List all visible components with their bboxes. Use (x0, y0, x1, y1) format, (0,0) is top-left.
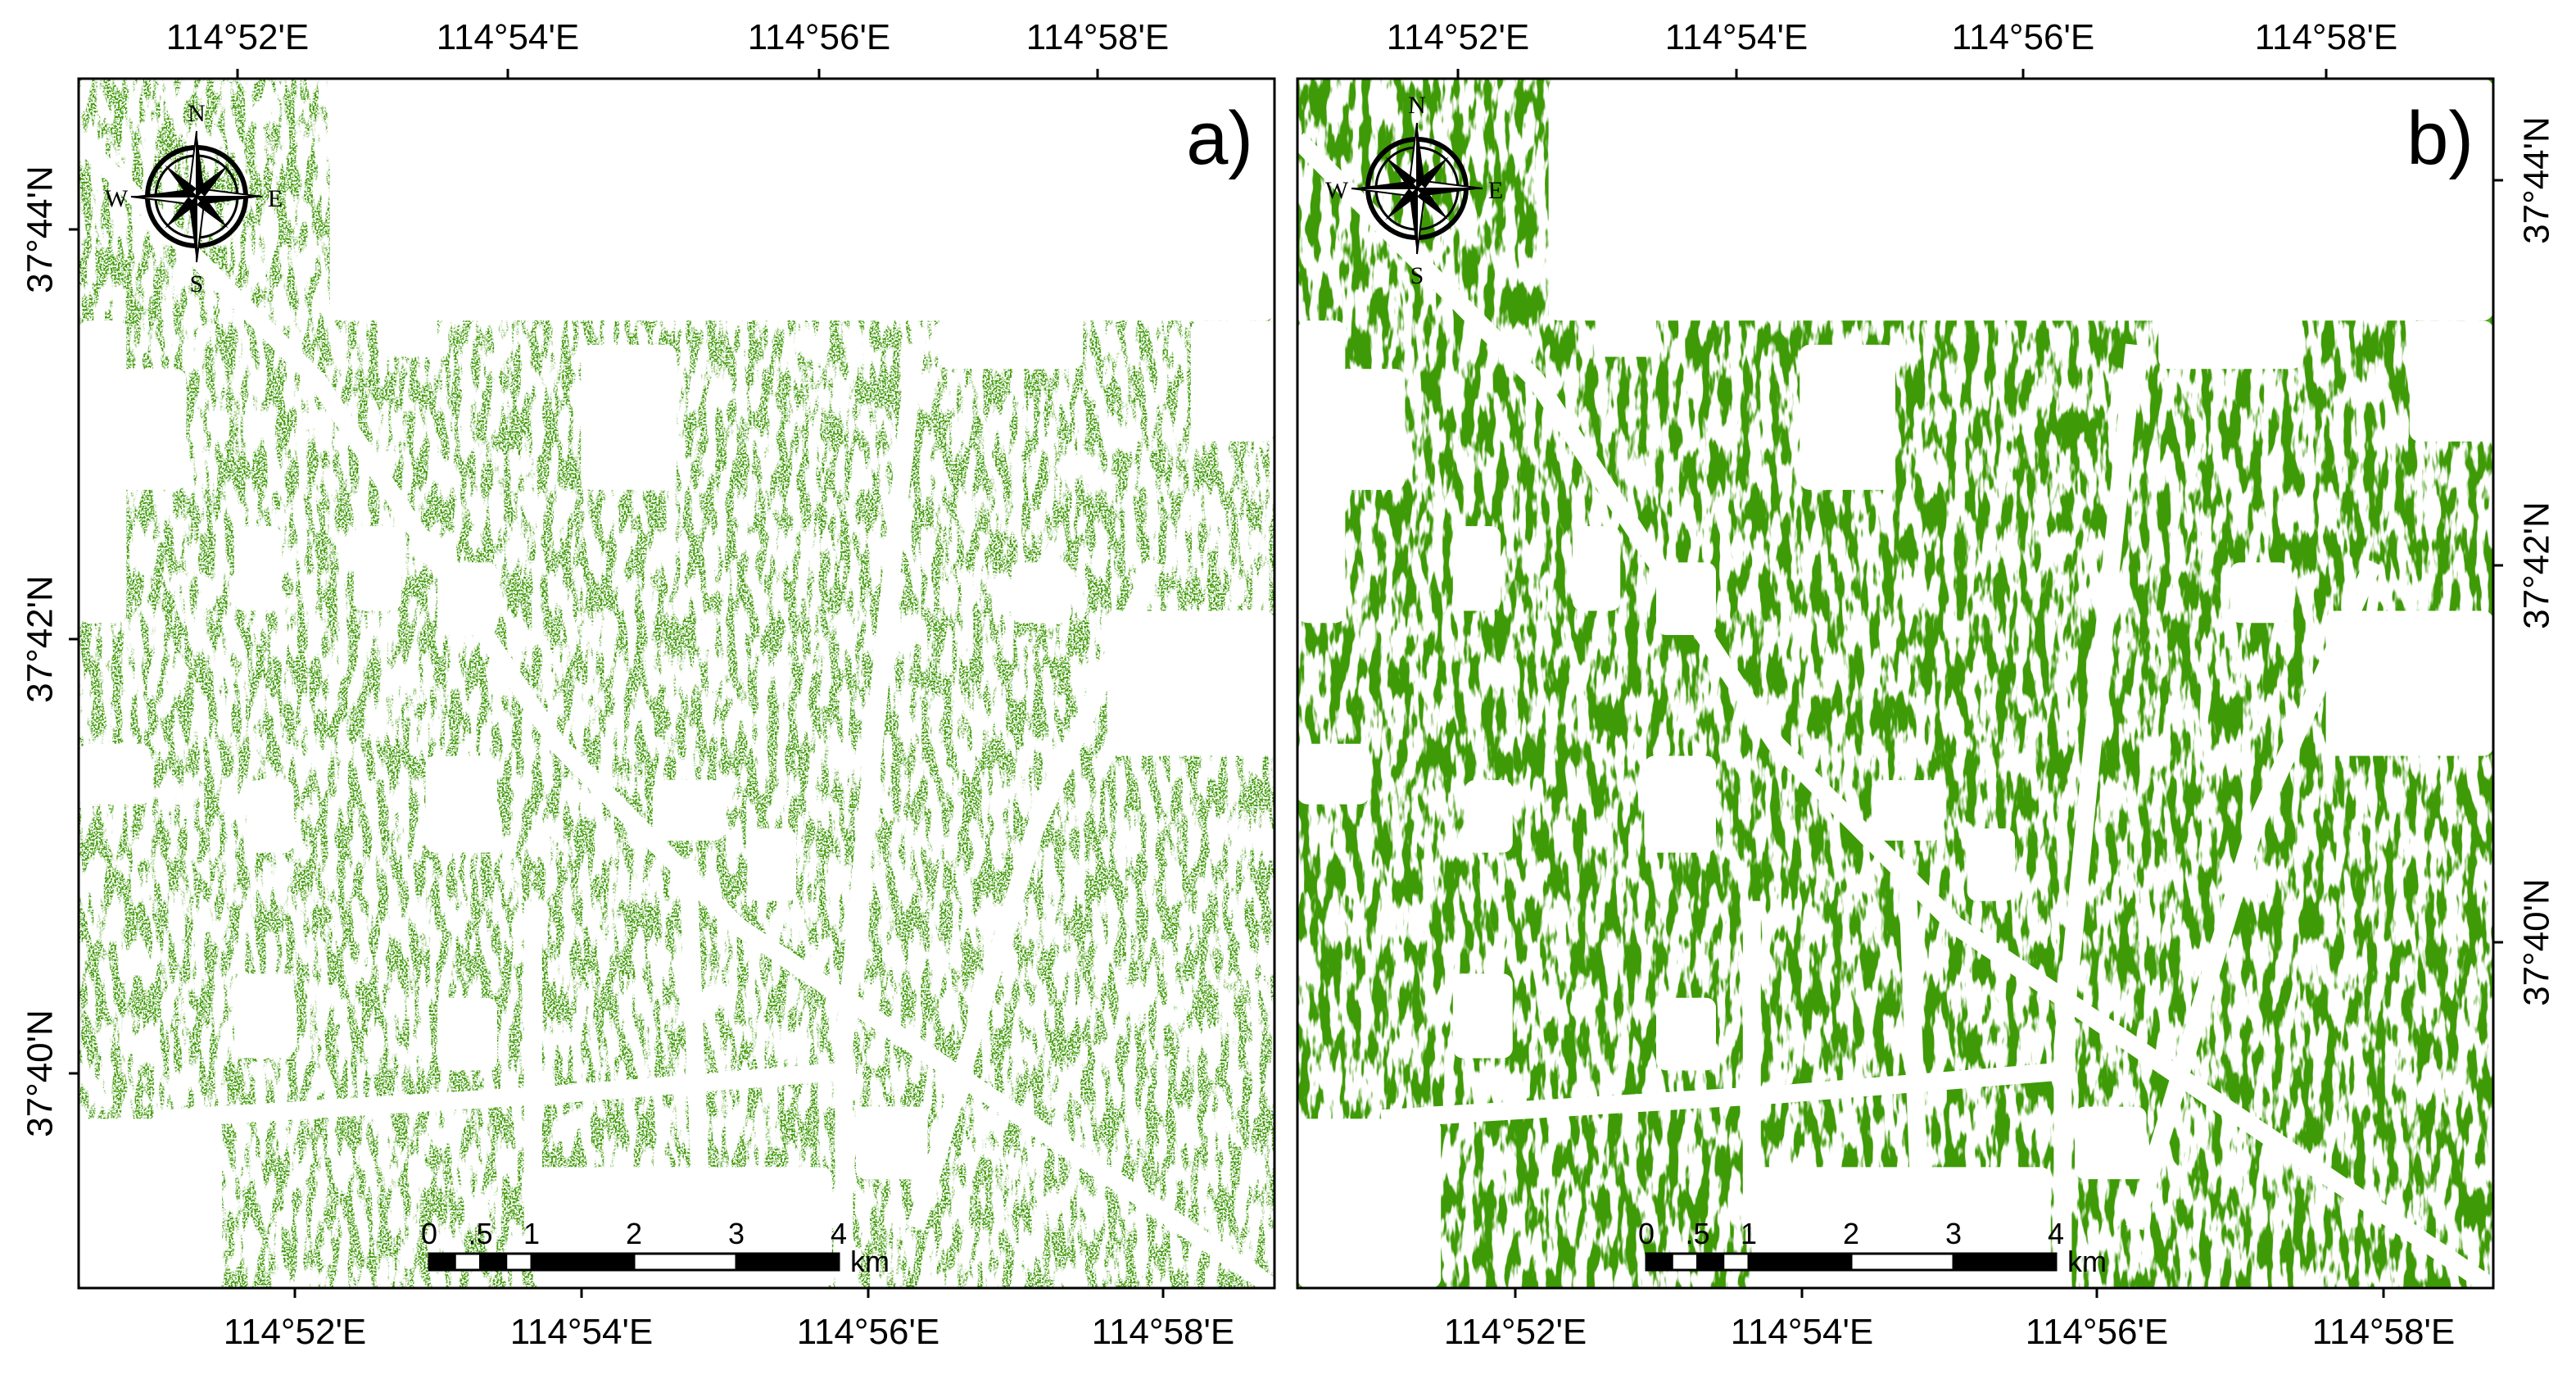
compass-point (194, 188, 263, 197)
bottom-tick-label: 114°56'E (2026, 1312, 2168, 1352)
panel-label: b) (2406, 97, 2474, 180)
compass-letter: N (188, 100, 206, 127)
scale-segment (1747, 1252, 1853, 1272)
compass-letter: E (1488, 177, 1503, 204)
map-frame (77, 77, 1276, 1290)
top-tick-label: 114°52'E (166, 17, 309, 57)
scale-segment (428, 1252, 456, 1272)
bottom-tick-label: 114°56'E (797, 1312, 939, 1352)
compass: N S E W (1325, 92, 1503, 289)
compass-point (131, 189, 197, 197)
top-tick-label: 114°56'E (748, 17, 890, 57)
side-tick-label: 37°40'N (20, 1009, 61, 1137)
scale-segment (1849, 1252, 1955, 1272)
compass-point (197, 131, 204, 197)
scale-segment (735, 1252, 840, 1272)
scale-segment (479, 1252, 508, 1272)
scale-unit: km (850, 1245, 890, 1278)
bottom-tick-label: 114°54'E (510, 1312, 653, 1352)
compass-point (1385, 188, 1417, 220)
compass-point (1415, 179, 1483, 189)
scale-segment (1670, 1252, 1699, 1272)
scale-segment (530, 1252, 636, 1272)
compass: N S E W (105, 100, 283, 297)
bottom-tick-label: 114°52'E (224, 1312, 366, 1352)
compass-point (130, 196, 199, 206)
compass-point (1385, 156, 1417, 188)
scale-segment (632, 1252, 738, 1272)
top-tick-label: 114°54'E (1665, 17, 1808, 57)
compass-letter: W (1325, 177, 1349, 204)
compass-point (196, 194, 206, 263)
compass-point (1416, 186, 1426, 255)
compass-point (197, 197, 262, 204)
top-tick-label: 114°54'E (437, 17, 579, 57)
compass-point (1351, 188, 1419, 197)
side-tick-label: 37°42'N (20, 575, 61, 703)
scale-unit: km (2067, 1245, 2107, 1278)
side-tick-label: 37°42'N (2517, 501, 2557, 629)
top-tick-label: 114°58'E (2255, 17, 2397, 57)
scale-label: 3 (728, 1217, 745, 1250)
scale-label: 2 (1843, 1217, 1859, 1250)
compass-point (1417, 123, 1424, 188)
side-tick-label: 37°40'N (2517, 878, 2557, 1006)
compass-point (165, 197, 197, 229)
compass-letter: W (105, 185, 129, 212)
scale-label: 4 (831, 1217, 847, 1250)
scale-label: .5 (468, 1217, 492, 1250)
scale-segment (505, 1252, 533, 1272)
compass-point (197, 197, 229, 229)
compass-letter: N (1408, 92, 1426, 119)
scale-segment (453, 1252, 482, 1272)
bottom-tick-label: 114°58'E (2312, 1312, 2455, 1352)
compass-point (189, 197, 197, 262)
scale-segment (1952, 1252, 2058, 1272)
top-tick-label: 114°56'E (1952, 17, 2094, 57)
scale-label: .5 (1685, 1217, 1709, 1250)
texture (1297, 79, 2493, 1288)
compass-point (1417, 188, 1449, 220)
bottom-tick-label: 114°58'E (1092, 1312, 1234, 1352)
compass-point (197, 165, 229, 197)
bottom-tick-label: 114°52'E (1444, 1312, 1587, 1352)
scale-label: 1 (1741, 1217, 1757, 1250)
bottom-tick-label: 114°54'E (1731, 1312, 1873, 1352)
top-tick-label: 114°52'E (1387, 17, 1529, 57)
compass-letter: E (268, 185, 283, 212)
scale-label: 0 (1638, 1217, 1655, 1250)
compass-point (1410, 188, 1417, 254)
scale-segment (1696, 1252, 1725, 1272)
scale-label: 2 (626, 1217, 642, 1250)
map-panel (1297, 79, 2493, 1288)
compass-letter: S (190, 270, 204, 297)
map-panel (79, 79, 1274, 1288)
scale-segment (1722, 1252, 1750, 1272)
compass-letter: S (1410, 262, 1424, 289)
scale-label: 3 (1945, 1217, 1962, 1250)
panel-label: a) (1186, 97, 1253, 180)
scale-segment (1645, 1252, 1673, 1272)
side-tick-label: 37°44'N (20, 166, 61, 293)
compass-point (165, 165, 197, 197)
compass-point (1417, 156, 1449, 188)
texture (79, 79, 1274, 1288)
scale-label: 0 (421, 1217, 437, 1250)
scale-label: 1 (523, 1217, 540, 1250)
scale-label: 4 (2048, 1217, 2064, 1250)
top-tick-label: 114°58'E (1026, 17, 1169, 57)
compass-point (1417, 188, 1483, 196)
compass-point (1351, 181, 1417, 188)
map-frame (1296, 77, 2495, 1290)
side-tick-label: 37°44'N (2517, 116, 2557, 244)
